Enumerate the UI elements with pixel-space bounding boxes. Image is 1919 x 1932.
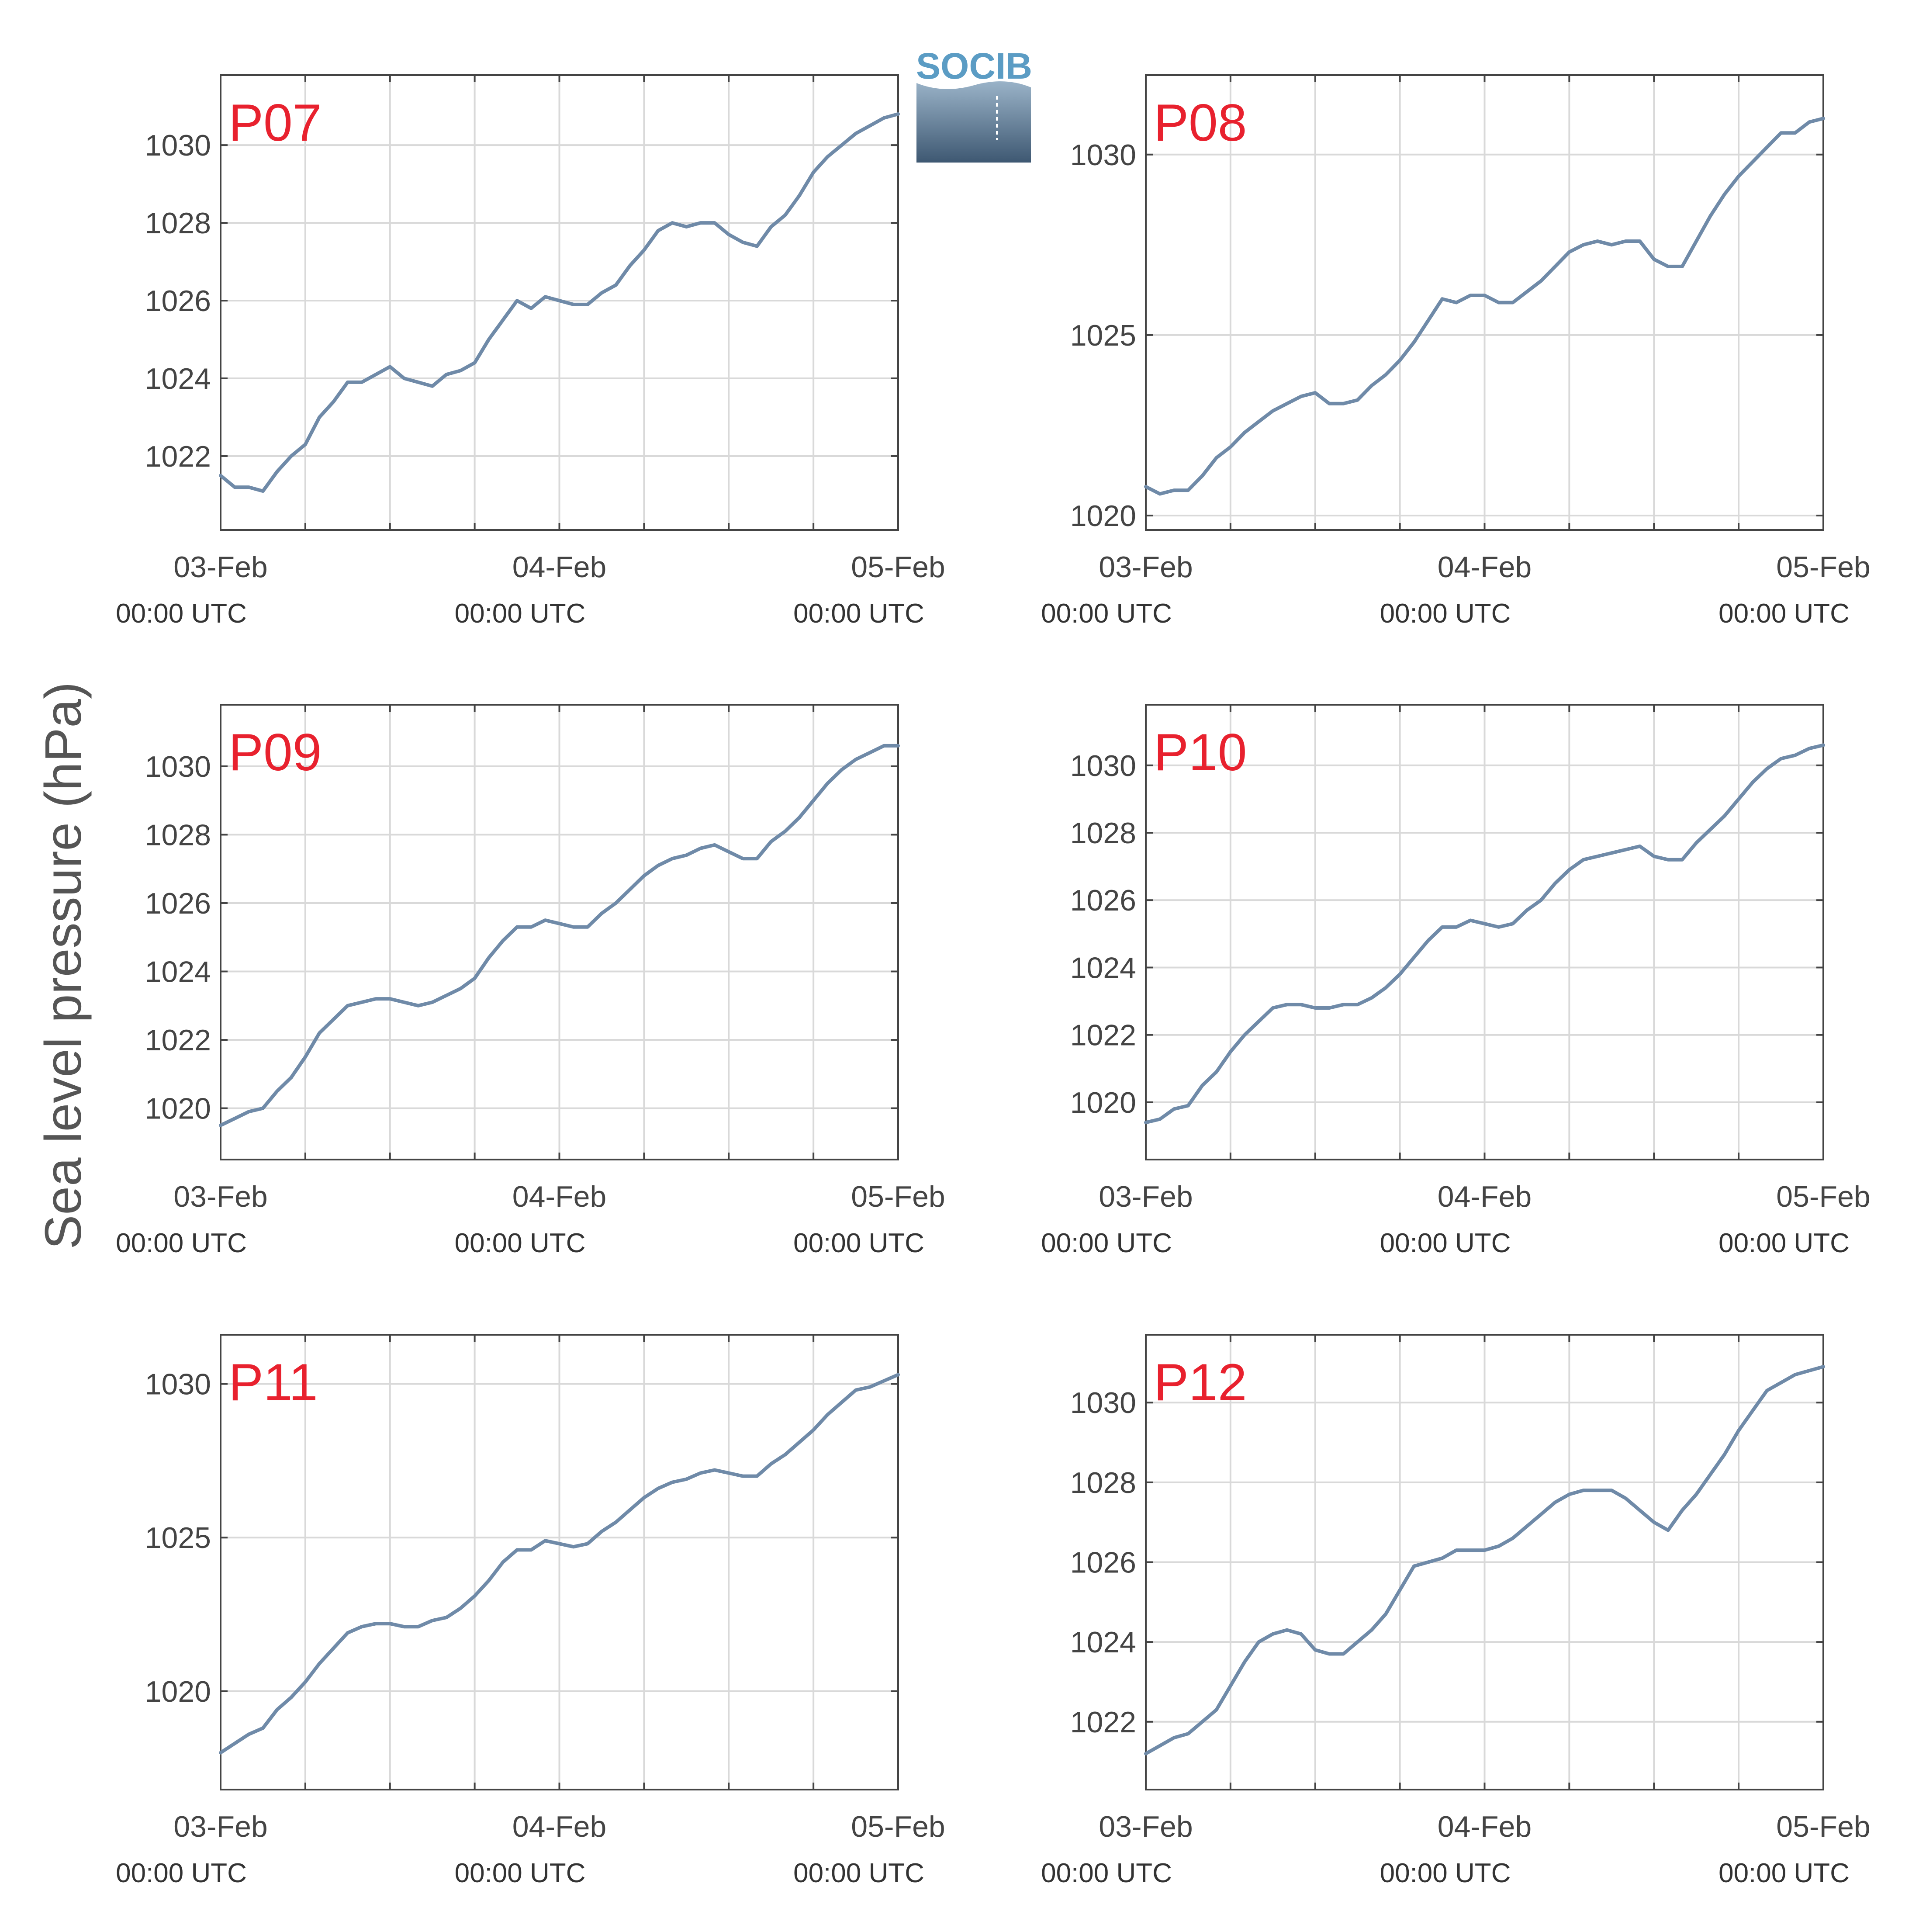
x-tick-sublabel: 00:00 UTC bbox=[1380, 1858, 1511, 1888]
y-tick-label: 1026 bbox=[1070, 884, 1136, 917]
panel-label: P10 bbox=[1154, 723, 1247, 782]
y-tick-label: 1020 bbox=[145, 1092, 211, 1125]
y-tick-label: 1030 bbox=[145, 1368, 211, 1401]
x-tick-label: 05-Feb bbox=[851, 1180, 945, 1213]
y-tick-label: 1024 bbox=[145, 362, 211, 395]
x-tick-sublabel: 00:00 UTC bbox=[1718, 1228, 1850, 1258]
y-tick-label: 1024 bbox=[1070, 951, 1136, 984]
x-tick-sublabel: 00:00 UTC bbox=[455, 1228, 586, 1258]
x-tick-label: 04-Feb bbox=[512, 1180, 606, 1213]
x-tick-label: 04-Feb bbox=[512, 551, 606, 584]
x-tick-sublabel: 00:00 UTC bbox=[116, 1858, 247, 1888]
x-tick-label: 05-Feb bbox=[1776, 1810, 1870, 1843]
y-tick-label: 1022 bbox=[145, 440, 211, 473]
panel-label: P11 bbox=[228, 1353, 318, 1412]
logo-text: SOCIB bbox=[916, 45, 1032, 87]
panel-p10: 1020 1022 1024 1026 1028 1030 03-Feb 00:00 UTC 0… bbox=[1041, 704, 1871, 1258]
y-tick-label: 1030 bbox=[1070, 1386, 1136, 1420]
y-tick-label: 1024 bbox=[1070, 1626, 1136, 1659]
panel-label: P07 bbox=[228, 93, 322, 152]
x-tick-sublabel: 00:00 UTC bbox=[455, 1858, 586, 1888]
x-tick-sublabel: 00:00 UTC bbox=[116, 1228, 247, 1258]
x-tick-label: 05-Feb bbox=[851, 551, 945, 584]
x-tick-sublabel: 00:00 UTC bbox=[455, 599, 586, 629]
x-tick-sublabel: 00:00 UTC bbox=[1041, 1858, 1172, 1888]
series-line bbox=[219, 112, 900, 493]
y-tick-label: 1025 bbox=[1070, 319, 1136, 352]
x-tick-label: 03-Feb bbox=[1099, 1810, 1193, 1843]
x-tick-label: 03-Feb bbox=[1099, 1180, 1193, 1213]
socib-logo: SOCIB bbox=[916, 45, 1032, 163]
y-tick-label: 1026 bbox=[145, 887, 211, 920]
panel-label: P09 bbox=[228, 723, 322, 782]
panel-p12: 1022 1024 1026 1028 1030 03-Feb 00:00 UTC 04-Fe… bbox=[1041, 1334, 1871, 1888]
x-tick-sublabel: 00:00 UTC bbox=[1380, 599, 1511, 629]
panel-p07: 1022 1024 1026 1028 1030 03-Feb 00:00 UTC 04-Fe… bbox=[116, 74, 945, 629]
x-tick-label: 05-Feb bbox=[851, 1810, 945, 1843]
y-tick-label: 1022 bbox=[1070, 1019, 1136, 1052]
y-tick-label: 1030 bbox=[1070, 138, 1136, 172]
panels: 1022 1024 1026 1028 1030 03-Feb 00:00 UTC 04-Fe… bbox=[116, 74, 1871, 1888]
x-tick-sublabel: 00:00 UTC bbox=[793, 1858, 924, 1888]
y-axis-label: Sea level pressure (hPa) bbox=[35, 682, 92, 1250]
x-tick-sublabel: 00:00 UTC bbox=[1718, 599, 1850, 629]
y-tick-label: 1030 bbox=[145, 750, 211, 783]
y-tick-label: 1028 bbox=[1070, 1466, 1136, 1499]
x-tick-label: 04-Feb bbox=[1438, 551, 1532, 584]
logo-wave bbox=[916, 81, 1031, 163]
x-tick-sublabel: 00:00 UTC bbox=[116, 599, 247, 629]
y-tick-label: 1024 bbox=[145, 956, 211, 989]
x-tick-label: 03-Feb bbox=[1099, 551, 1193, 584]
y-tick-label: 1028 bbox=[145, 207, 211, 240]
y-tick-label: 1025 bbox=[145, 1521, 211, 1555]
x-tick-sublabel: 00:00 UTC bbox=[793, 599, 924, 629]
y-tick-label: 1030 bbox=[145, 129, 211, 162]
y-tick-label: 1030 bbox=[1070, 749, 1136, 782]
y-tick-label: 1026 bbox=[145, 284, 211, 318]
x-tick-sublabel: 00:00 UTC bbox=[1041, 1228, 1172, 1258]
panel-p11: 1020 1025 1030 03-Feb 00:00 UTC 04-Feb 00:00 U… bbox=[116, 1334, 945, 1888]
x-tick-sublabel: 00:00 UTC bbox=[1380, 1228, 1511, 1258]
y-tick-label: 1020 bbox=[1070, 499, 1136, 533]
y-tick-label: 1020 bbox=[145, 1675, 211, 1708]
y-tick-label: 1022 bbox=[1070, 1706, 1136, 1739]
panel-p08: 1020 1025 1030 03-Feb 00:00 UTC 04-Feb 00:00 U… bbox=[1041, 74, 1871, 629]
panel-p09: 1020 1022 1024 1026 1028 1030 03-Feb 00:00 UTC 0… bbox=[116, 704, 945, 1258]
x-tick-label: 04-Feb bbox=[1438, 1180, 1532, 1213]
x-tick-label: 05-Feb bbox=[1776, 1180, 1870, 1213]
x-tick-label: 03-Feb bbox=[173, 551, 267, 584]
x-tick-label: 05-Feb bbox=[1776, 551, 1870, 584]
x-tick-label: 03-Feb bbox=[173, 1810, 267, 1843]
x-tick-sublabel: 00:00 UTC bbox=[1041, 599, 1172, 629]
series-line bbox=[219, 744, 900, 1127]
series-line bbox=[1144, 1365, 1825, 1755]
x-tick-label: 03-Feb bbox=[173, 1180, 267, 1213]
series-line bbox=[219, 1373, 900, 1755]
y-tick-label: 1020 bbox=[1070, 1086, 1136, 1119]
x-tick-sublabel: 00:00 UTC bbox=[1718, 1858, 1850, 1888]
x-tick-label: 04-Feb bbox=[1438, 1810, 1532, 1843]
panel-label: P08 bbox=[1154, 93, 1247, 152]
y-tick-label: 1028 bbox=[145, 818, 211, 852]
y-tick-label: 1022 bbox=[145, 1024, 211, 1057]
x-tick-label: 04-Feb bbox=[512, 1810, 606, 1843]
series-line bbox=[1144, 743, 1825, 1125]
y-tick-label: 1028 bbox=[1070, 817, 1136, 850]
panel-label: P12 bbox=[1154, 1353, 1247, 1412]
series-line bbox=[1144, 117, 1825, 496]
x-tick-sublabel: 00:00 UTC bbox=[793, 1228, 924, 1258]
y-tick-label: 1026 bbox=[1070, 1546, 1136, 1579]
